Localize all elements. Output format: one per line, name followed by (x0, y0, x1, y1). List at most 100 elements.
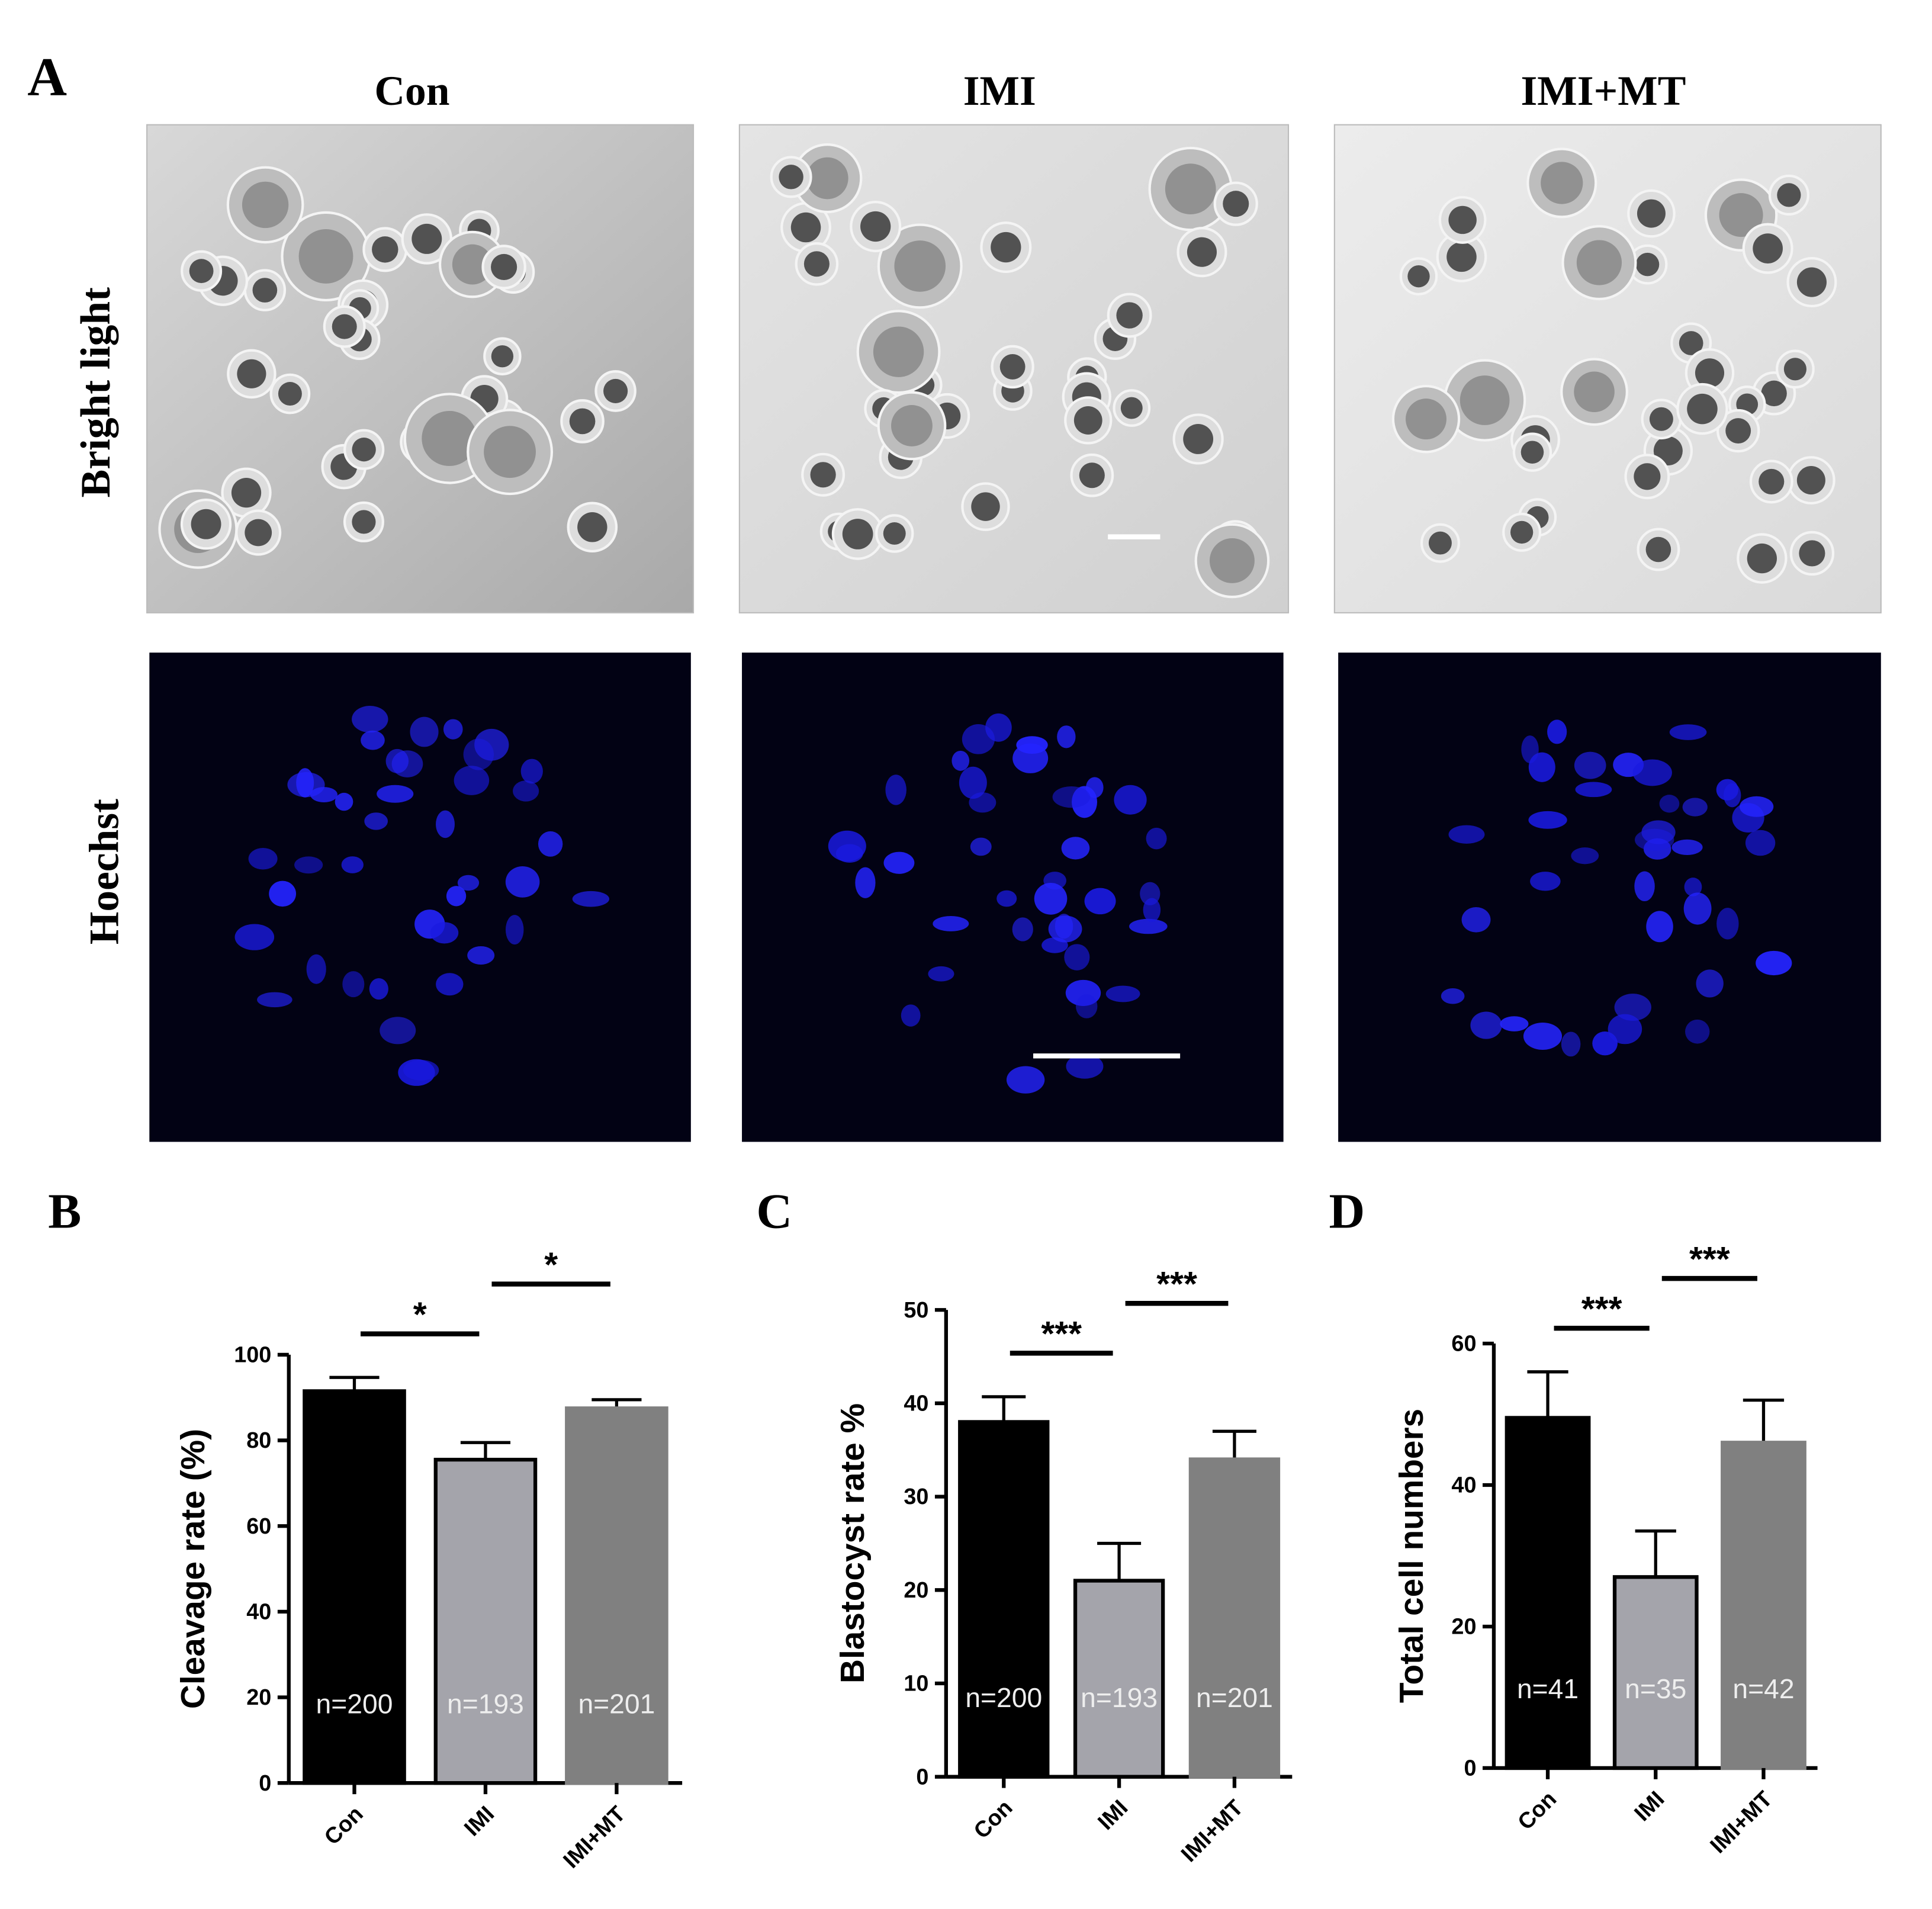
nucleus (513, 780, 539, 802)
embryo-core (1079, 462, 1105, 489)
embryo-core (569, 408, 596, 435)
nucleus (248, 848, 278, 870)
nucleus (1696, 969, 1724, 998)
bar (303, 1389, 406, 1785)
y-tick-label: 60 (246, 1514, 271, 1539)
embryo-core (1460, 375, 1510, 425)
y-tick-label: 40 (904, 1391, 928, 1416)
embryo-core (491, 345, 514, 368)
nucleus (969, 792, 996, 813)
embryo-core (810, 462, 836, 488)
embryo-core (352, 510, 376, 534)
nucleus (269, 880, 297, 907)
significance-label: *** (1041, 1315, 1082, 1354)
bar-annotation: n=35 (1625, 1673, 1686, 1704)
nucleus (1634, 871, 1655, 901)
nucleus (1006, 1066, 1045, 1094)
embryo-core (577, 512, 607, 542)
bar (958, 1420, 1050, 1779)
embryo-core (1725, 418, 1751, 443)
embryo-core (1799, 540, 1825, 567)
bar-annotation: n=201 (1196, 1682, 1273, 1713)
x-tick-label: IMI (1093, 1795, 1133, 1835)
y-tick-label: 10 (904, 1672, 928, 1696)
embryo-core (491, 253, 517, 281)
nucleus (883, 851, 915, 874)
y-tick-label: 20 (1451, 1615, 1476, 1640)
nucleus (1646, 911, 1673, 943)
embryo-core (1223, 191, 1249, 217)
nucleus (342, 971, 365, 998)
nucleus (1129, 918, 1168, 934)
panel-label: C (756, 1184, 792, 1239)
bar (565, 1406, 668, 1785)
embryo-core (245, 519, 272, 547)
significance-label: * (413, 1296, 427, 1334)
nucleus (257, 992, 292, 1008)
embryo-core (1448, 205, 1477, 234)
x-tick-label: IMI+MT (1176, 1795, 1248, 1867)
nucleus (234, 924, 275, 950)
embryo-core (806, 157, 848, 200)
nucleus (457, 875, 480, 891)
nucleus (1574, 751, 1606, 779)
nucleus (855, 867, 876, 898)
fluorescence-image (1338, 653, 1881, 1142)
micrographs (146, 124, 1882, 1142)
embryo-core (1446, 242, 1477, 272)
nucleus (1669, 724, 1707, 740)
nucleus (505, 866, 540, 898)
column-title: IMI (963, 68, 1036, 114)
y-axis-label: Total cell numbers (1393, 1409, 1430, 1703)
bar (433, 1457, 538, 1785)
embryo-core (189, 259, 214, 284)
nucleus (443, 719, 463, 740)
nucleus (463, 738, 494, 770)
x-tick-label: IMI (459, 1802, 499, 1841)
panel-label: A (27, 47, 67, 107)
bar (1721, 1441, 1806, 1770)
embryo-core (1510, 520, 1534, 544)
nucleus (1684, 878, 1702, 896)
y-tick-label: 80 (246, 1428, 271, 1453)
bar-annotation: n=193 (1081, 1682, 1158, 1713)
nucleus (1683, 892, 1712, 925)
bar (1073, 1579, 1165, 1779)
nucleus (294, 856, 323, 874)
nucleus (520, 759, 543, 784)
nucleus (454, 766, 490, 795)
embryo-core (1796, 267, 1827, 297)
embryo-core (1761, 380, 1787, 407)
embryo-core (779, 165, 803, 189)
x-tick-label: Con (969, 1795, 1018, 1844)
embryo-core (278, 382, 302, 406)
embryo-core (1428, 531, 1452, 555)
nucleus (1523, 1022, 1563, 1050)
embryo-core (484, 426, 536, 478)
panel-label: D (1329, 1184, 1365, 1239)
nucleus (1521, 735, 1539, 763)
nucleus (1066, 1054, 1104, 1079)
nucleus (1448, 825, 1485, 844)
embryo-core (352, 438, 376, 462)
nucleus (1114, 785, 1147, 815)
embryo-core (1759, 468, 1785, 494)
embryo-core (1574, 371, 1615, 413)
embryo-core (1747, 543, 1777, 574)
nucleus (951, 750, 970, 771)
nucleus (446, 886, 467, 907)
nucleus (398, 1059, 435, 1086)
y-tick-label: 50 (904, 1298, 928, 1323)
nucleus (1055, 914, 1073, 939)
nucleus (352, 706, 388, 733)
embryo-core (1120, 397, 1143, 419)
nucleus (996, 890, 1017, 907)
embryo-core (332, 314, 357, 339)
embryo-core (1635, 252, 1660, 277)
panel-label: B (48, 1184, 81, 1239)
nucleus (1632, 759, 1672, 786)
embryo-core (803, 251, 830, 277)
embryo-core (1165, 163, 1216, 214)
nucleus (335, 792, 353, 811)
embryo-core (1637, 199, 1666, 228)
